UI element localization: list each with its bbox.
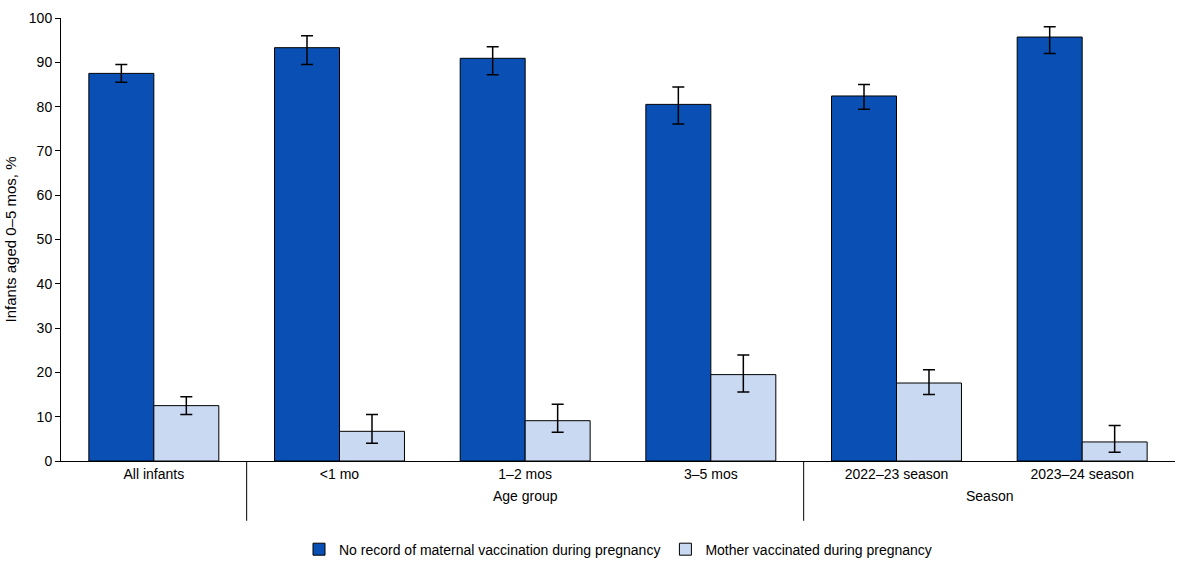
svg-text:2023–24 season: 2023–24 season: [1030, 466, 1134, 482]
svg-text:70: 70: [37, 143, 53, 159]
svg-text:Age group: Age group: [493, 488, 558, 504]
svg-text:1–2 mos: 1–2 mos: [498, 466, 552, 482]
svg-text:<1 mo: <1 mo: [320, 466, 360, 482]
svg-text:40: 40: [37, 276, 53, 292]
svg-text:3–5 mos: 3–5 mos: [684, 466, 738, 482]
svg-text:2022–23 season: 2022–23 season: [845, 466, 949, 482]
svg-text:80: 80: [37, 99, 53, 115]
svg-text:Infants aged 0–5 mos, %: Infants aged 0–5 mos, %: [2, 157, 19, 323]
svg-text:10: 10: [37, 409, 53, 425]
svg-text:50: 50: [37, 231, 53, 247]
svg-text:90: 90: [37, 54, 53, 70]
svg-text:60: 60: [37, 187, 53, 203]
svg-text:All infants: All infants: [123, 466, 184, 482]
svg-text:No record of maternal vaccinat: No record of maternal vaccination during…: [339, 542, 660, 558]
svg-text:100: 100: [29, 10, 53, 26]
svg-text:Mother vaccinated during pregn: Mother vaccinated during pregnancy: [705, 542, 931, 558]
svg-text:20: 20: [37, 364, 53, 380]
svg-text:30: 30: [37, 320, 53, 336]
svg-text:Season: Season: [966, 488, 1013, 504]
svg-text:0: 0: [44, 453, 52, 469]
